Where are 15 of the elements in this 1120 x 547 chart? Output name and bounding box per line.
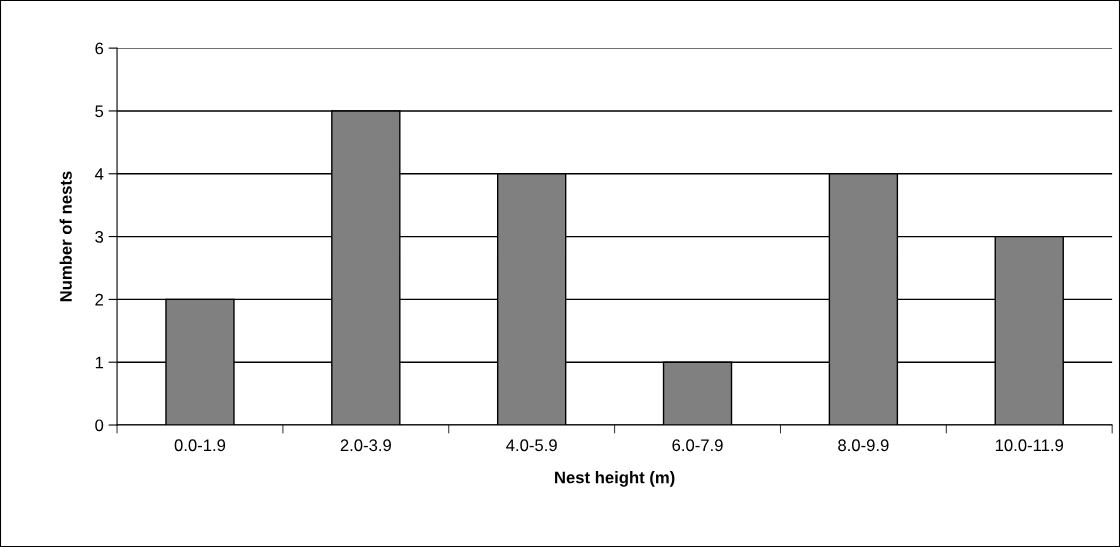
y-tick-label: 3 <box>95 230 104 243</box>
x-tick-label: 6.0-7.9 <box>672 439 723 452</box>
y-tick-label: 0 <box>95 419 104 432</box>
x-axis-title: Nest height (m) <box>555 471 675 487</box>
x-tick-label: 10.0-11.9 <box>995 439 1064 452</box>
y-tick-label: 1 <box>95 356 104 369</box>
y-tick-label: 5 <box>95 105 104 118</box>
x-tick-label: 0.0-1.9 <box>174 439 226 452</box>
y-tick-label: 6 <box>95 42 104 55</box>
y-tick-label: 4 <box>94 168 104 180</box>
y-axis-title: Number of nests <box>59 171 72 302</box>
x-tick-label: 2.0-3.9 <box>340 439 391 452</box>
x-tick-label: 4.0-5.9 <box>506 439 557 452</box>
x-tick-label: 8.0-9.9 <box>838 439 889 452</box>
y-tick-label: 2 <box>95 293 104 306</box>
